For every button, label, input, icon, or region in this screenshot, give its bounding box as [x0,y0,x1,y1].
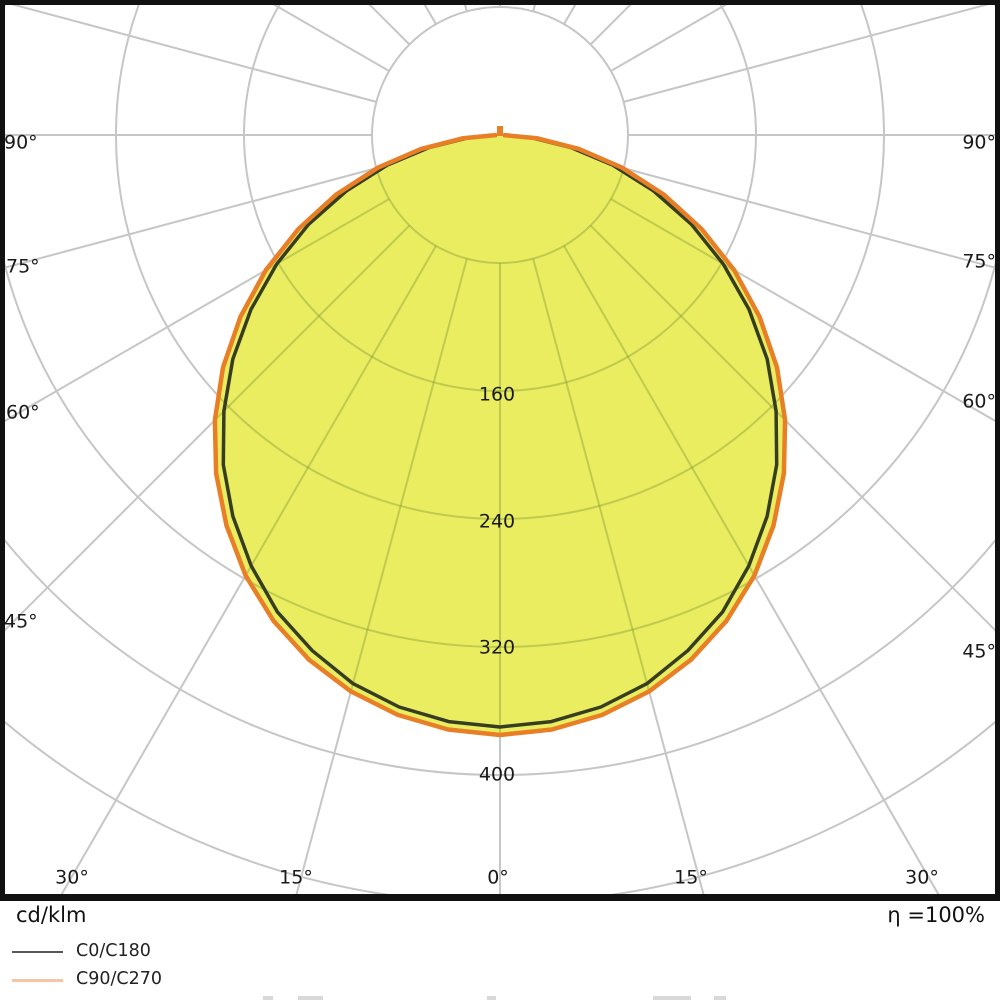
radial-tick-label: 400 [478,763,516,786]
angle-tick-label: 75° [6,255,40,278]
curve-c0-c180 [221,133,779,729]
angle-tick-label: 45° [962,640,996,663]
c90-line-swatch [12,978,63,982]
legend-item-c0: C0/C180 [12,943,151,961]
angle-tick-label: 0° [487,866,509,889]
units-label: cd/klm [16,903,87,927]
cutoff-text-fragment [714,996,726,1000]
curve-c90-c270 [212,132,788,738]
c0-line-swatch [12,951,63,953]
right-spine [995,0,1000,894]
cutoff-text-fragment [298,996,323,1000]
angle-tick-label: 45° [4,610,38,633]
cutoff-text-fragment [263,996,273,1000]
efficiency-label: η =100% [887,903,985,927]
legend-item-c90: C90/C270 [12,971,162,989]
radial-tick-label: 320 [478,636,516,659]
angle-tick-label: 60° [962,390,996,413]
angle-tick-label: 75° [962,250,996,273]
angle-tick-label: 90° [962,131,996,154]
angle-tick-label: 60° [6,401,40,424]
cutoff-text-fragment [487,996,496,1000]
top-spine [0,0,1000,5]
radial-tick-label: 240 [478,510,516,533]
angle-tick-label: 30° [55,866,89,889]
angle-tick-label: 15° [279,866,313,889]
bottom-spine [0,894,1000,901]
angle-tick-label: 90° [4,131,38,154]
legend-label-c0: C0/C180 [76,941,151,962]
legend-label-c90: C90/C270 [76,969,163,990]
cutoff-text-fragment [653,996,691,1000]
angle-tick-label: 30° [905,866,939,889]
radial-tick-label: 160 [478,383,516,406]
polar-center-marker [497,126,503,136]
intensity-area-fill [214,135,786,735]
angle-tick-label: 15° [674,866,708,889]
left-spine [0,0,5,894]
